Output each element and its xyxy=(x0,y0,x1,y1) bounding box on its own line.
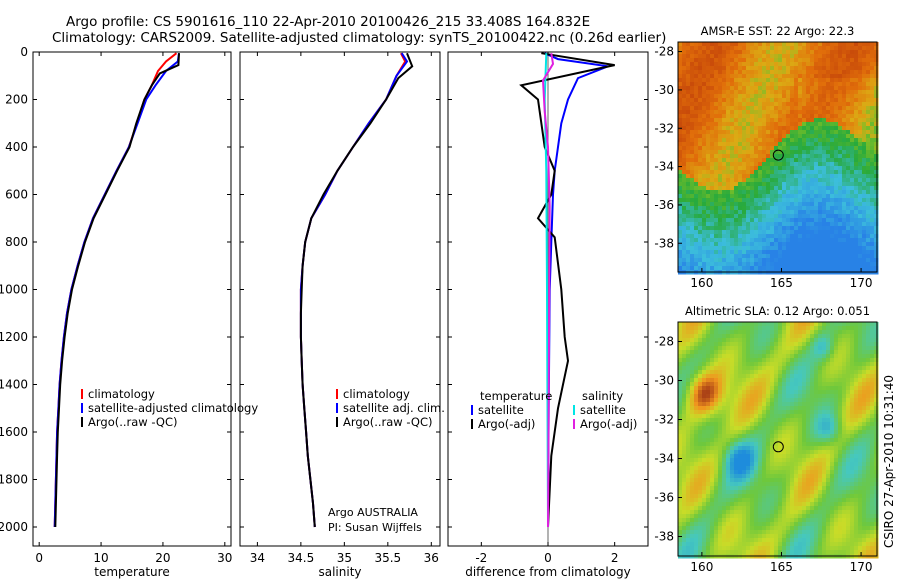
x-tick-label: -2 xyxy=(475,551,487,565)
y-tick-label: 200 xyxy=(5,93,28,107)
legend-label: satellite xyxy=(580,403,626,417)
legend-label: climatology xyxy=(88,387,155,401)
x-axis-label: salinity xyxy=(318,565,361,579)
x-tick-label: 30 xyxy=(217,551,232,565)
x-tick-label: 2 xyxy=(611,551,619,565)
map-y-tick-label: -38 xyxy=(654,236,674,250)
map-x-tick-label: 165 xyxy=(770,276,793,290)
x-tick-label: 34.5 xyxy=(288,551,315,565)
legend-label: Argo(-adj) xyxy=(580,417,637,431)
x-tick-label: 10 xyxy=(93,551,108,565)
series-line-argo-raw-qc- xyxy=(54,53,180,528)
map-frame xyxy=(677,41,878,273)
series-line-satellite xyxy=(544,52,612,528)
y-tick-label: 1200 xyxy=(0,330,28,344)
series-line-argo-adj- xyxy=(519,52,615,528)
sst-map-panel: AMSR-E SST: 22 Argo: 22.3 160 165 170 -28 -30… xyxy=(654,24,879,290)
x-tick-label: 0 xyxy=(35,551,43,565)
series-line-satellite-adjusted-climatology xyxy=(53,53,180,528)
series-line-climatology xyxy=(299,52,407,528)
argo-float-marker xyxy=(772,149,784,161)
map-x-tick-label: 160 xyxy=(690,276,713,290)
x-tick-label: 35.5 xyxy=(374,551,401,565)
series-line-satellite xyxy=(543,53,549,528)
legend-label: Argo(..raw -QC) xyxy=(343,415,433,429)
legend-label: Argo(..raw -QC) xyxy=(88,415,178,429)
legend-label: satellite adj. clim. xyxy=(343,401,445,415)
series-line-argo-raw-qc- xyxy=(299,52,414,528)
map-y-tick-label: -28 xyxy=(654,335,674,349)
map-x-tick-label: 170 xyxy=(850,560,873,574)
x-tick-label: 35 xyxy=(337,551,352,565)
series-line-satellite-adj-clim- xyxy=(299,52,409,528)
y-tick-label: 600 xyxy=(5,188,28,202)
map-x-tick-label: 165 xyxy=(770,560,793,574)
map-y-tick-label: -30 xyxy=(654,374,674,388)
x-tick-label: 36 xyxy=(424,551,439,565)
legend-label: Argo(-adj) xyxy=(478,417,535,431)
map-y-tick-label: -36 xyxy=(654,491,674,505)
map-x-tick-label: 170 xyxy=(850,276,873,290)
sla-map-panel: Altimetric SLA: 0.12 Argo: 0.051 160 165 17… xyxy=(654,304,879,574)
map-field xyxy=(678,42,879,275)
temperature-profile-panel: 0 10 20 30 0 200 400 600 800 1000 1200 1400 1600 1800… xyxy=(0,45,258,579)
map-y-tick-label: -28 xyxy=(654,45,674,59)
legend-header: temperature xyxy=(480,389,552,403)
map-title: AMSR-E SST: 22 Argo: 22.3 xyxy=(701,24,855,38)
side-stamp: CSIRO 27-Apr-2010 10:31:40 xyxy=(882,375,896,548)
x-tick-label: 0 xyxy=(544,551,552,565)
figure-title-line2: Climatology: CARS2009. Satellite-adjuste… xyxy=(52,30,666,46)
credit-line1: Argo AUSTRALIA xyxy=(328,506,418,519)
map-y-tick-label: -32 xyxy=(654,121,674,135)
x-axis-label: temperature xyxy=(94,565,169,579)
plot-frame xyxy=(32,51,232,547)
map-y-tick-label: -36 xyxy=(654,198,674,212)
salinity-profile-panel: 34 34.5 35 35.5 36 salinity climatologysatelli… xyxy=(239,51,445,579)
series-line-climatology xyxy=(53,52,178,528)
legend-label: satellite xyxy=(478,403,524,417)
map-x-tick-label: 160 xyxy=(690,560,713,574)
plot-frame xyxy=(239,51,441,547)
series-line-argo-adj- xyxy=(541,53,555,528)
y-tick-label: 0 xyxy=(20,45,28,59)
y-tick-label: 400 xyxy=(5,140,28,154)
y-tick-label: 1000 xyxy=(0,283,28,297)
map-field xyxy=(678,322,879,559)
map-y-tick-label: -34 xyxy=(654,452,674,466)
credit-line2: PI: Susan Wijffels xyxy=(328,521,422,534)
argo-float-marker xyxy=(772,441,784,453)
y-tick-label: 800 xyxy=(5,235,28,249)
legend-header: salinity xyxy=(582,389,623,403)
x-tick-label: 34 xyxy=(250,551,265,565)
map-frame xyxy=(677,321,878,557)
y-tick-label: 1800 xyxy=(0,473,28,487)
map-title: Altimetric SLA: 0.12 Argo: 0.051 xyxy=(685,304,870,318)
y-tick-label: 1600 xyxy=(0,425,28,439)
y-tick-label: 2000 xyxy=(0,520,28,534)
figure-title-line1: Argo profile: CS 5901616_110 22-Apr-2010… xyxy=(66,14,590,30)
legend-label: climatology xyxy=(343,387,410,401)
x-axis-label: difference from climatology xyxy=(465,565,631,579)
map-y-tick-label: -30 xyxy=(654,83,674,97)
map-y-tick-label: -32 xyxy=(654,413,674,427)
x-tick-label: 20 xyxy=(155,551,170,565)
map-y-tick-label: -34 xyxy=(654,160,674,174)
y-tick-label: 1400 xyxy=(0,378,28,392)
map-y-tick-label: -38 xyxy=(654,530,674,544)
legend-label: satellite-adjusted climatology xyxy=(88,401,258,415)
